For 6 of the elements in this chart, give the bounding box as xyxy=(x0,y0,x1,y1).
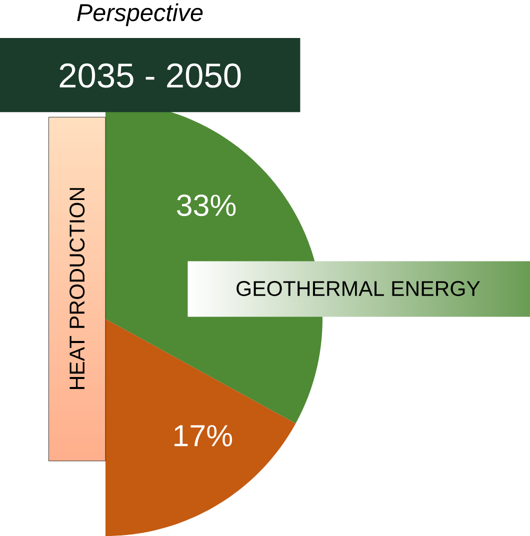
text: GEOTHERMAL ENERGY xyxy=(236,281,480,296)
text: HEAT PRODUCTION xyxy=(69,188,84,389)
chart-subtitle: 2035 - 2050 xyxy=(60,63,241,88)
data-label: 33% xyxy=(176,194,236,216)
data-label: 17% xyxy=(174,425,232,446)
chart-title: Perspective xyxy=(76,3,202,26)
